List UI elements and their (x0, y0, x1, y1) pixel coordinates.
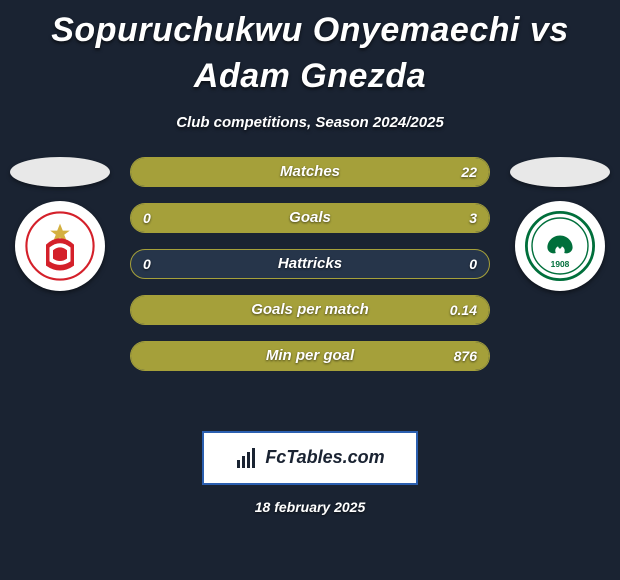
stat-row: Matches22 (130, 157, 490, 187)
stat-label: Hattricks (131, 255, 489, 272)
stat-value-left: 0 (143, 256, 151, 272)
stat-value-right: 22 (461, 164, 477, 180)
stat-value-right: 0.14 (450, 302, 477, 318)
stat-value-right: 876 (454, 348, 477, 364)
club-badge-olympiacos (15, 201, 105, 291)
stat-row: Goals per match0.14 (130, 295, 490, 325)
page-title: Sopuruchukwu Onyemaechi vs Adam Gnezda (0, 0, 620, 100)
bar-fill-right (131, 342, 489, 370)
subtitle: Club competitions, Season 2024/2025 (0, 114, 620, 131)
stat-row: Goals03 (130, 203, 490, 233)
stat-row: Hattricks0 0 (130, 249, 490, 279)
player-right-column: 1908 (500, 157, 620, 291)
stat-value-right: 0 (469, 256, 477, 272)
date-text: 18 february 2025 (0, 499, 620, 515)
panathinaikos-icon: 1908 (525, 211, 595, 281)
bar-fill-right (131, 296, 489, 324)
stat-value-right: 3 (469, 210, 477, 226)
brand-badge: FcTables.com (202, 431, 418, 485)
olympiacos-icon (25, 211, 95, 281)
club-badge-panathinaikos: 1908 (515, 201, 605, 291)
chart-icon (235, 446, 259, 470)
stat-bars: Matches22Goals03Hattricks00Goals per mat… (130, 157, 490, 371)
brand-text: FcTables.com (265, 447, 384, 468)
bar-fill-right (131, 158, 489, 186)
stat-row: Min per goal876 (130, 341, 490, 371)
player-right-silhouette (510, 157, 610, 187)
stat-value-left: 0 (143, 210, 151, 226)
bar-fill-right (131, 204, 489, 232)
player-left-column (0, 157, 120, 291)
svg-text:1908: 1908 (551, 259, 570, 269)
comparison-area: 1908 Matches22Goals03Hattricks00Goals pe… (0, 157, 620, 407)
player-left-silhouette (10, 157, 110, 187)
